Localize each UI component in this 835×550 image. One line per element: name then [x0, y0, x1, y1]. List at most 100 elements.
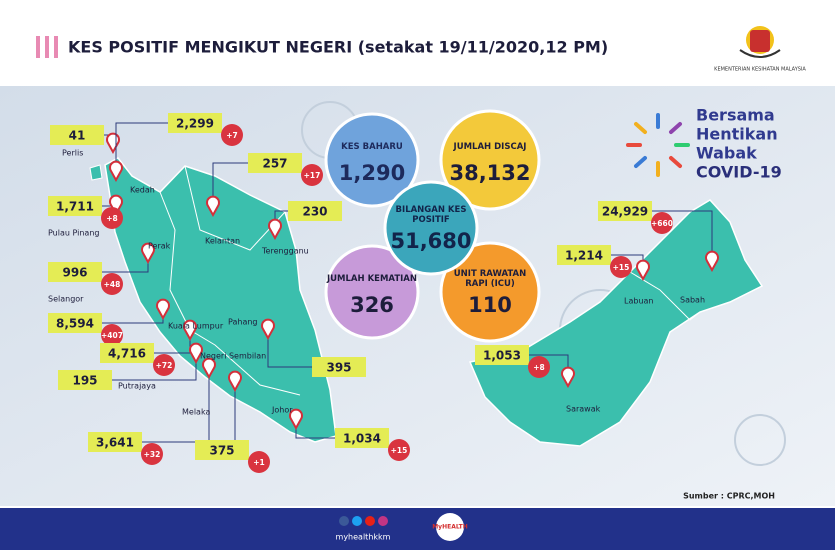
- summary-label: KES BAHARU: [341, 142, 403, 152]
- state-name: Perlis: [62, 149, 83, 158]
- state-total: 24,929: [602, 205, 648, 219]
- footer-brand: MyHEALTH: [432, 524, 468, 531]
- new-case-badge: [101, 207, 123, 229]
- state-new: +8: [106, 214, 118, 223]
- summary-circle: [324, 244, 420, 340]
- state-new: +17: [304, 171, 321, 180]
- location-pin: [268, 218, 282, 241]
- title: KES POSITIF MENGIKUT NEGERI (setakat 19/…: [68, 38, 608, 57]
- state-name: Selangor: [48, 295, 84, 304]
- state-name: Kedah: [130, 186, 155, 195]
- summary-value: 326: [350, 293, 394, 317]
- case-box: [475, 345, 529, 365]
- footer-handle: myhealthkkm: [336, 533, 391, 542]
- title-bar: [45, 36, 49, 58]
- title-bar: [36, 36, 40, 58]
- location-pin: [705, 250, 719, 273]
- state-new: +32: [144, 450, 161, 459]
- case-box: [312, 357, 366, 377]
- connector: [267, 338, 312, 368]
- summary-label: BILANGAN KES POSITIF: [396, 205, 467, 225]
- state-new: +407: [101, 331, 123, 340]
- connector: [295, 428, 335, 439]
- connector: [102, 262, 149, 273]
- state-name: Kelantan: [205, 237, 240, 246]
- case-box: [335, 428, 389, 448]
- location-pin: [202, 357, 216, 380]
- state-total: 1,214: [565, 249, 603, 263]
- summary-label: JUMLAH DISCAJ: [453, 142, 527, 152]
- state-name: Melaka: [182, 408, 210, 417]
- case-box: [58, 370, 112, 390]
- case-box: [88, 432, 142, 452]
- state-new: +1: [253, 458, 265, 467]
- state-new: +7: [226, 131, 238, 140]
- island: [89, 164, 103, 181]
- state-name: Pulau Pinang: [48, 229, 99, 238]
- social-icons: [339, 516, 388, 526]
- campaign-line: Hentikan: [696, 125, 778, 144]
- state-total: 257: [262, 157, 287, 171]
- state-new: +15: [613, 263, 630, 272]
- new-case-badge: [101, 324, 123, 346]
- new-case-badge: [610, 256, 632, 278]
- location-pin: [109, 194, 123, 217]
- source: Sumber : CPRC,MOH: [683, 492, 775, 501]
- new-case-badge: [651, 212, 673, 234]
- state-total: 41: [69, 129, 86, 143]
- title-bar: [54, 36, 58, 58]
- borneo-map: [468, 199, 764, 447]
- connector: [652, 210, 713, 270]
- brand-badge: [436, 513, 464, 541]
- state-total: 1,711: [56, 200, 94, 214]
- summary-circle: [383, 180, 479, 276]
- state-name: Sarawak: [566, 405, 601, 414]
- location-pin: [183, 319, 197, 342]
- campaign-line: Bersama: [696, 106, 775, 125]
- state-total: 1,053: [483, 349, 521, 363]
- summary-value: 51,680: [390, 229, 471, 253]
- state-new: +15: [391, 446, 408, 455]
- state-name: Sabah: [680, 296, 705, 305]
- state-name: Johor: [271, 406, 293, 415]
- location-pin: [156, 298, 170, 321]
- state-name: Negeri Sembilan: [200, 352, 266, 361]
- case-box: [598, 201, 652, 221]
- state-total: 4,716: [108, 347, 146, 361]
- summary-circle: [439, 241, 541, 343]
- new-case-badge: [248, 451, 270, 473]
- new-case-badge: [141, 443, 163, 465]
- location-pin: [561, 366, 575, 389]
- summary-circle: [439, 109, 541, 211]
- case-box: [288, 201, 342, 221]
- state-total: 8,594: [56, 317, 94, 331]
- state-total: 1,034: [343, 432, 381, 446]
- state-new: +72: [156, 361, 173, 370]
- case-box: [100, 343, 154, 363]
- case-box: [48, 196, 102, 216]
- footer-band: [0, 508, 835, 550]
- case-box: [48, 262, 102, 282]
- state-name: Terengganu: [261, 247, 309, 256]
- ministry-crest: [739, 26, 781, 58]
- state-name: Perak: [148, 242, 171, 251]
- campaign-line: Wabak: [696, 144, 757, 163]
- state-new: +8: [533, 363, 545, 372]
- state-total: 996: [62, 266, 87, 280]
- state-total: 3,641: [96, 436, 134, 450]
- summary-label: UNIT RAWATAN RAPI (ICU): [454, 269, 526, 289]
- location-pin: [228, 370, 242, 393]
- state-name: Labuan: [624, 297, 653, 306]
- summary-label: JUMLAH KEMATIAN: [326, 274, 417, 284]
- case-box: [48, 313, 102, 333]
- state-border: [184, 165, 286, 251]
- connector: [112, 362, 197, 381]
- new-case-badge: [528, 356, 550, 378]
- case-box: [50, 125, 104, 145]
- state-name: Kuala Lumpur: [168, 322, 224, 331]
- new-case-badge: [301, 164, 323, 186]
- new-case-badge: [101, 273, 123, 295]
- new-case-badge: [388, 439, 410, 461]
